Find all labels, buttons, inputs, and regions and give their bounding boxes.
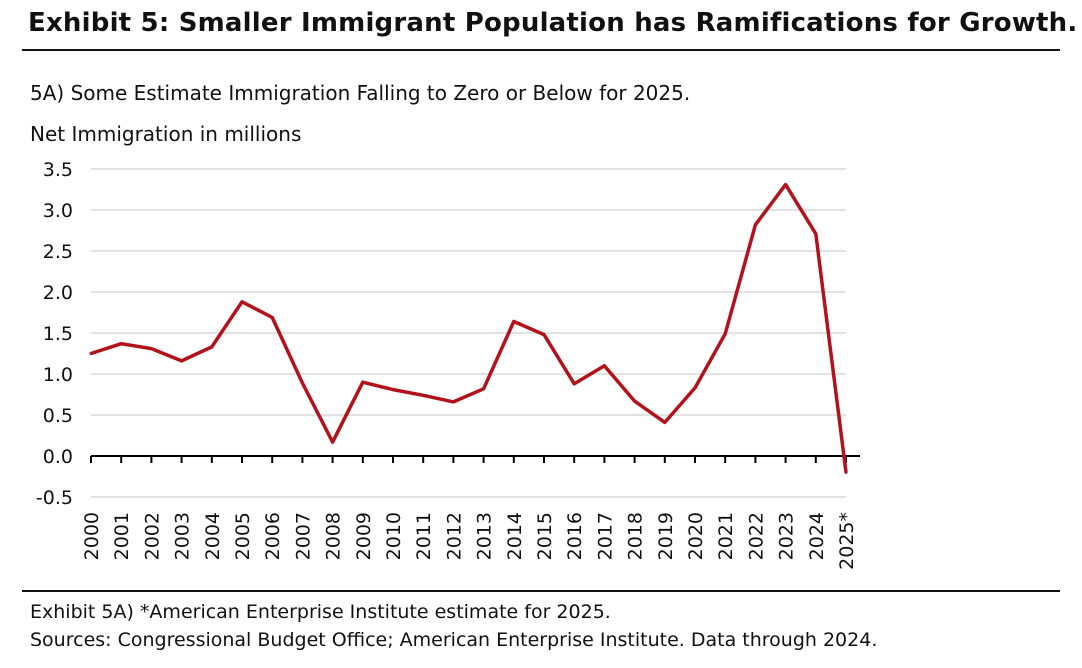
x-axis [90,455,860,463]
data-point [361,380,365,384]
x-tick-label: 2017 [594,512,616,560]
x-tick-label: 2001 [111,512,133,560]
line-chart: 3.53.02.52.01.51.00.50.0-0.5 2000 2001 200… [36,159,860,570]
data-point [753,223,757,227]
y-tick-label: 3.5 [43,159,73,181]
data-point [814,232,818,236]
x-tick-label: 2024 [806,512,828,560]
gridlines [91,168,846,498]
data-point [844,470,848,474]
x-tick-label: 2022 [745,512,767,560]
y-tick-label: 0.0 [43,446,73,468]
y-tick-label: 1.0 [43,364,73,386]
data-point [542,333,546,337]
data-point [89,352,93,355]
data-point [663,420,667,424]
y-tick-label: 2.5 [43,241,73,263]
x-tick-label: 2020 [685,512,707,560]
x-tick-label: 2004 [202,512,224,560]
data-point [633,399,637,403]
data-point [512,320,516,324]
x-tick-labels: 2000 2001 2002 2003 2004 2005 2006 2007 2008 2009… [81,512,858,570]
x-tick-label: 2023 [776,512,798,560]
data-point [240,300,244,304]
x-tick-label: 2000 [81,512,103,560]
x-tick-label: 2010 [383,512,405,560]
x-tick-label: 2021 [715,512,737,560]
data-point [331,440,335,444]
x-tick-label: 2006 [262,512,284,560]
data-point [210,345,214,349]
footnote: Exhibit 5A) *American Enterprise Institu… [30,601,611,623]
data-point [723,332,727,336]
x-tick-label: 2002 [141,512,163,560]
x-tick-label: 2005 [232,512,254,560]
data-point [149,347,153,351]
y-tick-labels: 3.5 3.0 2.5 2.0 1.5 1.0 0.5 0.0 -0.5 [36,159,73,509]
x-tick-label: 2012 [443,512,465,560]
data-point [602,364,606,368]
x-tick-label: 2009 [353,512,375,560]
title-divider [22,49,1060,51]
y-tick-label: 3.0 [43,200,73,222]
y-tick-label: 1.5 [43,323,73,345]
x-tick-label: 2014 [504,512,526,560]
footer-divider [22,590,1060,592]
x-tick-label: 2008 [323,512,345,560]
x-tick-label: 2007 [292,512,314,560]
data-point [693,386,697,390]
exhibit-title: Exhibit 5: Smaller Immigrant Population … [28,8,1078,38]
x-tick-label: 2019 [655,512,677,560]
y-axis-label: Net Immigration in millions [30,122,302,146]
data-point [180,359,184,363]
series-line [90,182,848,473]
data-point [451,400,455,404]
x-tick-label: 2013 [474,512,496,560]
x-tick-label: 2011 [413,512,435,560]
data-point [300,381,304,385]
y-tick-label: -0.5 [36,487,73,509]
series-layer [89,182,848,474]
chart-subtitle: 5A) Some Estimate Immigration Falling to… [30,81,691,105]
y-tick-label: 0.5 [43,405,73,427]
data-point [421,393,425,397]
sources-note: Sources: Congressional Budget Office; Am… [30,629,878,651]
data-point [572,382,576,386]
x-tick-label: 2018 [625,512,647,560]
x-tick-label: 2016 [564,512,586,560]
x-tick-label: 2025* [836,512,858,570]
data-point [784,183,788,187]
data-point [270,315,274,319]
data-point [482,387,486,391]
y-tick-label: 2.0 [43,282,73,304]
x-tick-label: 2015 [534,512,556,560]
data-point [119,342,123,346]
x-tick-label: 2003 [172,512,194,560]
data-point [391,388,395,392]
